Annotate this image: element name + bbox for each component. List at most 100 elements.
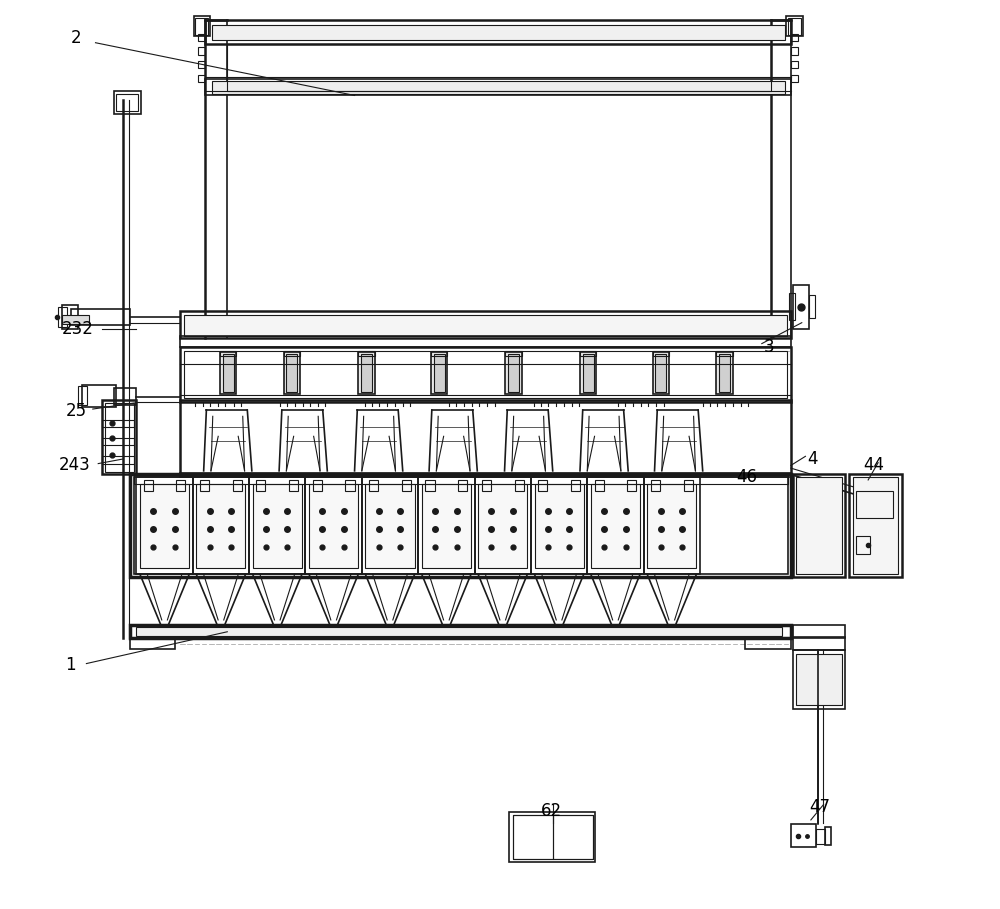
Bar — [223, 354, 234, 392]
Bar — [365, 484, 415, 568]
Bar — [716, 351, 733, 356]
Bar — [653, 352, 669, 394]
Bar — [505, 352, 522, 394]
Bar — [136, 627, 782, 636]
Bar — [193, 477, 249, 574]
Bar — [102, 438, 134, 445]
Bar — [198, 61, 205, 68]
Bar — [256, 480, 265, 491]
Bar — [422, 484, 471, 568]
Bar — [791, 75, 798, 82]
Bar — [105, 403, 134, 472]
Bar — [313, 480, 322, 491]
Bar — [535, 484, 584, 568]
Bar — [284, 352, 300, 394]
Text: 3: 3 — [764, 338, 774, 356]
Bar — [205, 20, 791, 44]
Bar — [369, 480, 378, 491]
Bar — [418, 477, 475, 574]
Bar — [176, 480, 185, 491]
Bar — [651, 480, 660, 491]
Bar — [136, 477, 193, 574]
Bar — [793, 625, 845, 638]
Bar — [196, 484, 245, 568]
Bar — [134, 477, 788, 574]
Bar — [284, 351, 300, 356]
Bar — [402, 480, 411, 491]
Bar — [513, 815, 553, 859]
Bar — [200, 480, 209, 491]
Bar — [816, 829, 825, 844]
Bar — [233, 480, 242, 491]
Bar — [180, 473, 791, 477]
Bar — [789, 293, 795, 320]
Bar — [786, 16, 803, 36]
Bar — [580, 351, 596, 356]
Bar — [591, 484, 640, 568]
Bar — [361, 354, 372, 392]
Bar — [791, 61, 798, 68]
Bar — [538, 480, 547, 491]
Bar — [853, 477, 898, 574]
Bar — [184, 315, 787, 336]
Bar — [809, 295, 815, 318]
Text: 44: 44 — [864, 456, 885, 474]
Bar — [719, 354, 730, 392]
Bar — [130, 474, 791, 577]
Bar — [102, 456, 134, 464]
Bar — [791, 824, 816, 847]
Bar — [62, 305, 78, 329]
Bar — [195, 18, 208, 35]
Bar — [856, 536, 870, 554]
Bar — [116, 94, 138, 111]
Bar — [345, 480, 355, 491]
Text: 25: 25 — [65, 402, 87, 420]
Bar — [253, 484, 302, 568]
Bar — [531, 477, 587, 574]
Bar — [458, 480, 467, 491]
Bar — [358, 352, 375, 394]
Bar — [431, 351, 447, 356]
Bar — [793, 474, 845, 577]
Bar — [796, 477, 842, 574]
Text: 243: 243 — [59, 456, 91, 474]
Bar — [180, 400, 791, 474]
Bar — [595, 480, 604, 491]
Bar — [849, 474, 902, 577]
Bar — [198, 34, 205, 41]
Bar — [130, 638, 175, 649]
Text: 232: 232 — [62, 320, 94, 338]
Bar — [425, 480, 435, 491]
Bar — [647, 484, 696, 568]
Bar — [220, 351, 236, 356]
Bar — [309, 484, 358, 568]
Bar — [482, 480, 491, 491]
Bar — [434, 354, 445, 392]
Bar — [587, 477, 644, 574]
Bar — [140, 484, 189, 568]
Bar — [793, 650, 845, 709]
Bar — [475, 477, 531, 574]
Bar — [580, 352, 596, 394]
Bar — [553, 815, 593, 859]
Bar — [644, 477, 700, 574]
Bar — [508, 354, 519, 392]
Bar — [194, 16, 210, 36]
Bar — [358, 351, 375, 356]
Bar — [184, 351, 787, 398]
Text: 46: 46 — [736, 468, 757, 486]
Bar — [856, 491, 893, 518]
Bar — [305, 477, 362, 574]
Bar — [431, 352, 447, 394]
Bar — [793, 637, 845, 650]
Bar — [653, 351, 669, 356]
Bar — [212, 81, 785, 94]
Bar — [114, 388, 136, 405]
Bar — [130, 625, 791, 638]
Bar — [655, 354, 666, 392]
Bar — [745, 638, 791, 649]
Bar — [509, 812, 595, 862]
Text: 2: 2 — [71, 29, 82, 47]
Bar — [114, 91, 141, 114]
Text: 1: 1 — [65, 656, 76, 674]
